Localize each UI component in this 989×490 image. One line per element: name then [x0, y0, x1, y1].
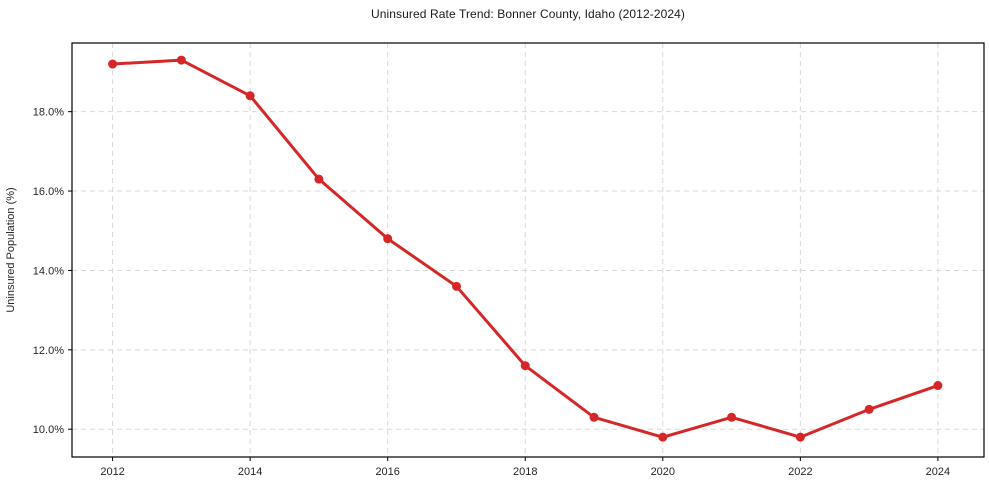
data-point	[795, 432, 805, 442]
y-axis-label: Uninsured Population (%)	[5, 187, 17, 312]
y-tick-label: 10.0%	[33, 424, 64, 436]
y-tick-label: 18.0%	[33, 107, 64, 119]
data-point	[314, 174, 324, 184]
x-tick-label: 2018	[513, 466, 537, 478]
x-tick-label: 2014	[238, 466, 262, 478]
data-point	[933, 381, 943, 391]
data-point	[589, 412, 599, 422]
x-tick-label: 2012	[100, 466, 124, 478]
data-point	[520, 361, 530, 371]
x-tick-label: 2020	[651, 466, 675, 478]
data-point	[176, 55, 186, 65]
data-point	[245, 91, 255, 101]
x-tick-label: 2016	[375, 466, 399, 478]
data-point	[451, 281, 461, 291]
y-tick-label: 12.0%	[33, 345, 64, 357]
data-point	[383, 234, 393, 244]
y-tick-label: 14.0%	[33, 265, 64, 277]
chart-title: Uninsured Rate Trend: Bonner County, Ida…	[370, 7, 686, 21]
data-point	[727, 412, 737, 422]
plot-border	[71, 42, 985, 458]
x-tick-label: 2024	[926, 466, 950, 478]
y-tick-label: 16.0%	[33, 186, 64, 198]
data-point	[108, 59, 118, 69]
data-point	[658, 432, 668, 442]
data-point	[864, 404, 874, 414]
x-tick-label: 2022	[788, 466, 812, 478]
